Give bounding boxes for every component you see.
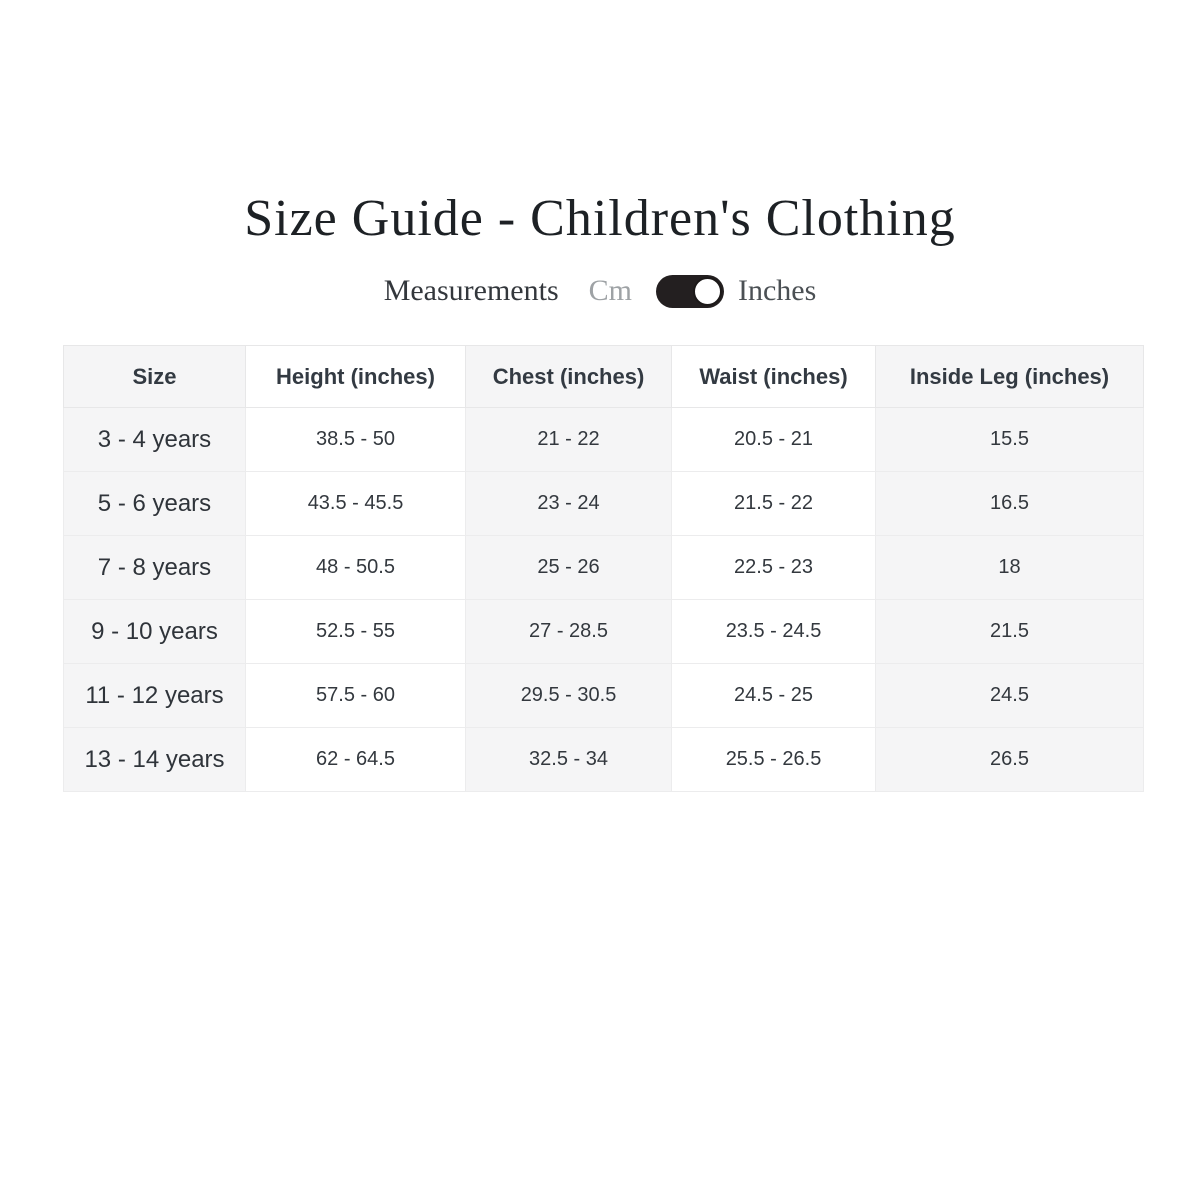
inside-leg-cell: 16.5 <box>875 471 1144 537</box>
unit-option-inches[interactable]: Inches <box>738 274 817 308</box>
column-header-size: Size <box>63 345 246 409</box>
chest-cell: 32.5 - 34 <box>465 727 672 793</box>
waist-cell: 24.5 - 25 <box>671 663 876 729</box>
unit-option-cm[interactable]: Cm <box>588 274 632 308</box>
chest-cell: 23 - 24 <box>465 471 672 537</box>
column-header-height: Height (inches) <box>245 345 466 409</box>
size-guide-table: Size Height (inches) Chest (inches) Wais… <box>63 345 1144 793</box>
chest-cell: 29.5 - 30.5 <box>465 663 672 729</box>
inside-leg-cell: 18 <box>875 535 1144 601</box>
waist-cell: 22.5 - 23 <box>671 535 876 601</box>
size-cell: 11 - 12 years <box>63 663 246 729</box>
inside-leg-cell: 26.5 <box>875 727 1144 793</box>
inside-leg-cell: 15.5 <box>875 407 1144 473</box>
chest-cell: 27 - 28.5 <box>465 599 672 665</box>
size-cell: 7 - 8 years <box>63 535 246 601</box>
measurements-label: Measurements <box>383 274 559 308</box>
table-row: 3 - 4 years 38.5 - 50 21 - 22 20.5 - 21 … <box>63 407 1144 473</box>
column-header-chest: Chest (inches) <box>465 345 672 409</box>
size-cell: 3 - 4 years <box>63 407 246 473</box>
table-row: 7 - 8 years 48 - 50.5 25 - 26 22.5 - 23 … <box>63 535 1144 601</box>
height-cell: 62 - 64.5 <box>245 727 466 793</box>
height-cell: 38.5 - 50 <box>245 407 466 473</box>
size-cell: 13 - 14 years <box>63 727 246 793</box>
table-row: 13 - 14 years 62 - 64.5 32.5 - 34 25.5 -… <box>63 727 1144 793</box>
column-header-inside-leg: Inside Leg (inches) <box>875 345 1144 409</box>
waist-cell: 23.5 - 24.5 <box>671 599 876 665</box>
waist-cell: 21.5 - 22 <box>671 471 876 537</box>
size-cell: 5 - 6 years <box>63 471 246 537</box>
chest-cell: 21 - 22 <box>465 407 672 473</box>
table-row: 11 - 12 years 57.5 - 60 29.5 - 30.5 24.5… <box>63 663 1144 729</box>
column-header-waist: Waist (inches) <box>671 345 876 409</box>
toggle-knob-icon <box>693 276 722 306</box>
unit-toggle-switch[interactable] <box>656 274 724 308</box>
waist-cell: 25.5 - 26.5 <box>671 727 876 793</box>
table-row: 9 - 10 years 52.5 - 55 27 - 28.5 23.5 - … <box>63 599 1144 665</box>
height-cell: 52.5 - 55 <box>245 599 466 665</box>
height-cell: 48 - 50.5 <box>245 535 466 601</box>
size-cell: 9 - 10 years <box>63 599 246 665</box>
table-header-row: Size Height (inches) Chest (inches) Wais… <box>63 345 1144 409</box>
waist-cell: 20.5 - 21 <box>671 407 876 473</box>
chest-cell: 25 - 26 <box>465 535 672 601</box>
inside-leg-cell: 24.5 <box>875 663 1144 729</box>
inside-leg-cell: 21.5 <box>875 599 1144 665</box>
table-row: 5 - 6 years 43.5 - 45.5 23 - 24 21.5 - 2… <box>63 471 1144 537</box>
measurement-unit-controls: Measurements Cm Inches <box>0 274 1200 308</box>
height-cell: 57.5 - 60 <box>245 663 466 729</box>
page-title: Size Guide - Children's Clothing <box>244 190 956 247</box>
height-cell: 43.5 - 45.5 <box>245 471 466 537</box>
